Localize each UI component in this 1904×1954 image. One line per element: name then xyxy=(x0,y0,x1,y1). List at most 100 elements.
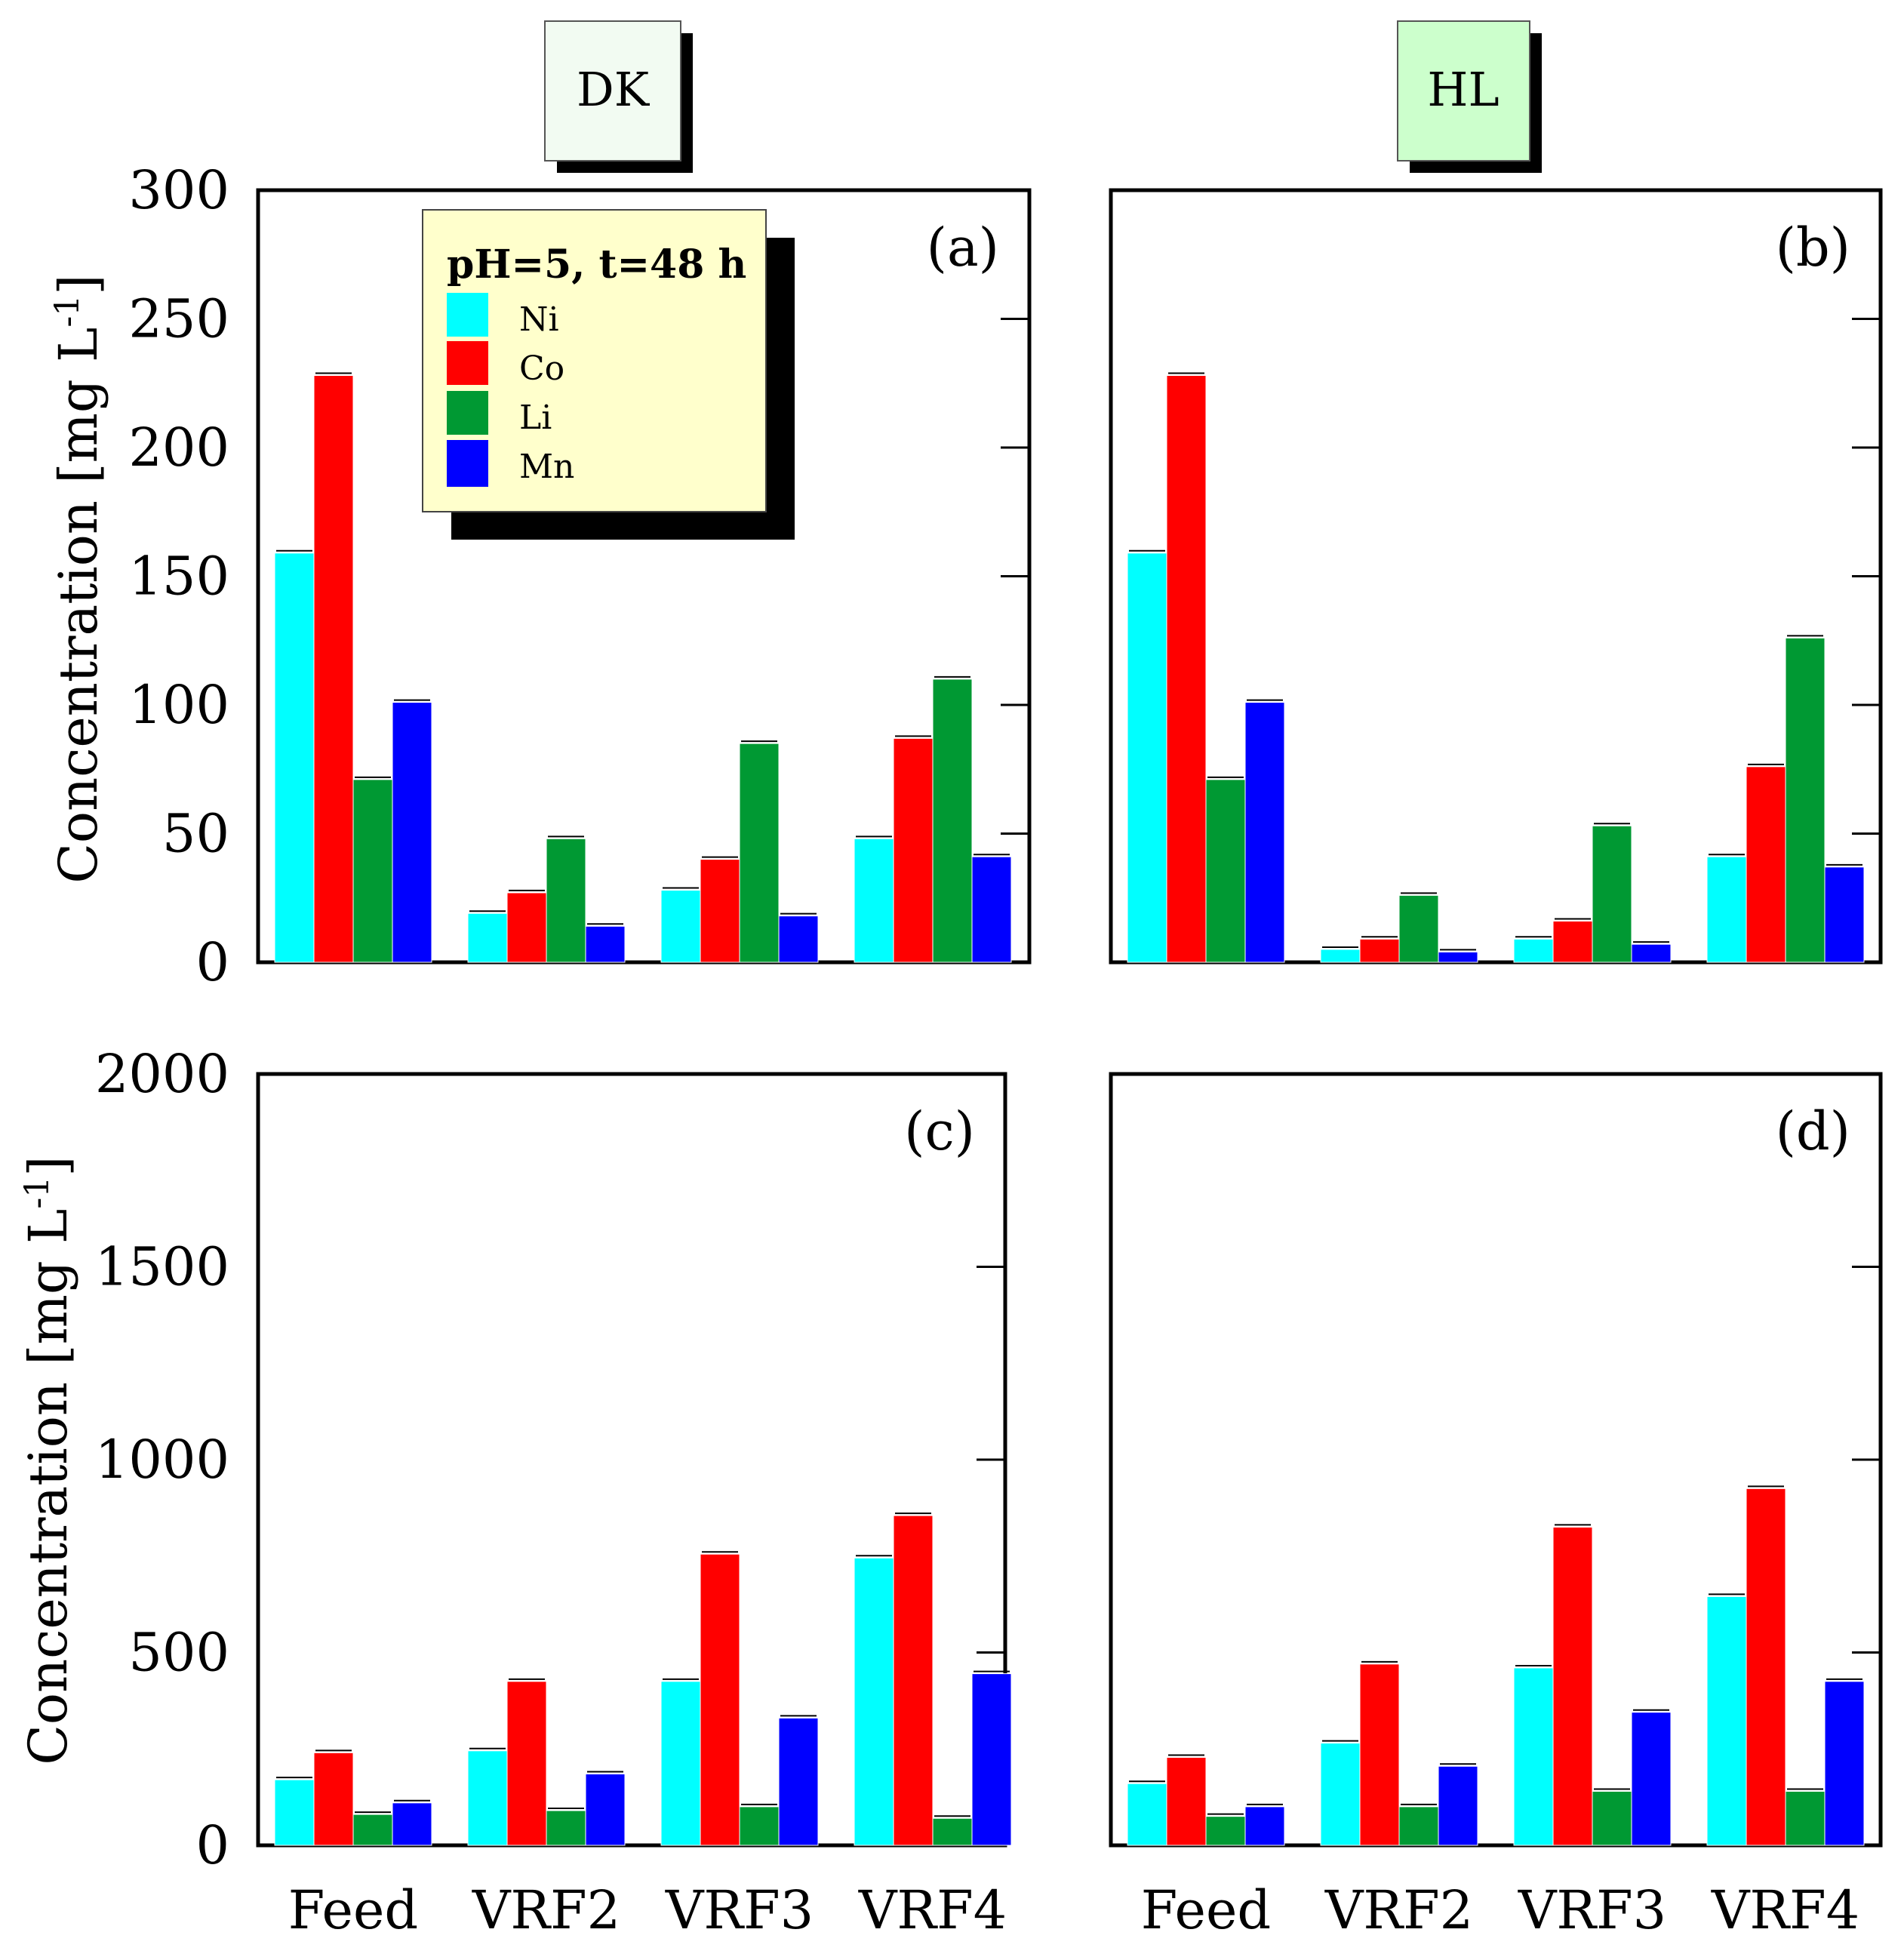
legend-swatch-li xyxy=(447,391,488,435)
y-tick-label: 300 xyxy=(128,159,229,221)
panel-a: 0 50 100 150 200 250 300 (a) xyxy=(128,159,1032,993)
bar-mn-vrf4 xyxy=(1824,866,1865,963)
bar-mn-vrf2 xyxy=(1438,951,1478,963)
bar-li-vrf3 xyxy=(1592,825,1632,963)
x-tick-label: VRF2 xyxy=(1324,1879,1473,1941)
hl-title: HL xyxy=(1427,62,1499,117)
bar-co-feed xyxy=(313,1752,354,1846)
panel-d: Feed VRF2 VRF3 VRF4 (d) xyxy=(1109,1072,1883,1941)
bar-ni-vrf4 xyxy=(1706,1596,1747,1846)
bar-co-feed xyxy=(1166,375,1207,963)
bar-co-feed xyxy=(1166,1756,1207,1846)
y-tick-label: 50 xyxy=(162,803,229,865)
y-tick-label: 200 xyxy=(128,417,229,478)
y-tick-label: 0 xyxy=(195,931,229,993)
bar-ni-vrf2 xyxy=(1320,949,1361,963)
bar-co-vrf4 xyxy=(1746,1488,1786,1846)
bar-mn-feed xyxy=(392,1802,432,1846)
bar-li-vrf2 xyxy=(1398,1806,1439,1846)
bar-li-vrf2 xyxy=(1398,894,1439,963)
bar-co-vrf4 xyxy=(893,1515,934,1846)
y-tick-label: 150 xyxy=(128,546,229,608)
bar-li-vrf3 xyxy=(1592,1790,1632,1846)
y-tick-label: 500 xyxy=(128,1622,229,1684)
x-tick-label: VRF3 xyxy=(665,1879,814,1941)
bar-mn-vrf2 xyxy=(585,925,626,963)
bar-co-vrf4 xyxy=(1746,766,1786,963)
bar-li-feed xyxy=(352,779,393,963)
legend-label-ni: Ni xyxy=(519,300,559,339)
bar-mn-vrf2 xyxy=(585,1773,626,1846)
bar-ni-feed xyxy=(1127,1783,1167,1846)
y-tick-label: 2000 xyxy=(95,1043,229,1105)
x-tick-label: VRF3 xyxy=(1518,1879,1666,1941)
dk-title: DK xyxy=(577,62,651,117)
bar-ni-vrf2 xyxy=(1320,1743,1361,1846)
panel-label: (d) xyxy=(1776,1100,1850,1162)
bar-li-feed xyxy=(1205,779,1246,963)
legend-label-co: Co xyxy=(519,349,564,388)
bar-li-vrf2 xyxy=(546,1810,586,1846)
bar-mn-vrf3 xyxy=(1631,1712,1672,1846)
bar-ni-feed xyxy=(274,552,315,963)
bar-li-vrf4 xyxy=(1785,637,1826,963)
bar-li-feed xyxy=(352,1814,393,1846)
bar-co-vrf2 xyxy=(1359,938,1400,963)
bar-ni-vrf2 xyxy=(467,1750,508,1846)
bar-co-vrf3 xyxy=(700,1553,740,1846)
y-tick-label: 250 xyxy=(128,288,229,350)
bar-li-vrf4 xyxy=(1785,1790,1826,1846)
bar-co-vrf3 xyxy=(1552,1526,1593,1846)
bar-mn-feed xyxy=(392,702,432,963)
bar-mn-vrf3 xyxy=(778,915,819,963)
x-tick-label: VRF2 xyxy=(472,1879,620,1941)
bar-mn-vrf4 xyxy=(971,856,1012,963)
legend-title: pH=5, t=48 h xyxy=(447,242,746,288)
x-tick-label: Feed xyxy=(288,1879,418,1941)
bar-co-vrf3 xyxy=(1552,920,1593,963)
bar-ni-vrf2 xyxy=(467,912,508,963)
bar-co-vrf2 xyxy=(1359,1663,1400,1846)
ylabel-top: Concentration [mg L-1] xyxy=(48,274,109,883)
legend: pH=5, t=48 h Ni Co Li Mn xyxy=(422,209,795,540)
y-tick-label: 100 xyxy=(128,674,229,736)
panel-c: 0 500 1000 1500 2000 Feed VRF2 VRF3 VRF4 (c) xyxy=(95,1043,1012,1941)
bar-li-vrf3 xyxy=(739,743,780,963)
panel-label: (a) xyxy=(927,217,999,278)
bar-co-vrf2 xyxy=(506,1681,547,1846)
bar-co-vrf4 xyxy=(893,737,934,963)
y-tick-label: 1500 xyxy=(95,1236,229,1298)
bar-ni-vrf4 xyxy=(1706,856,1747,963)
x-tick-label: VRF4 xyxy=(1711,1879,1859,1941)
bar-mn-vrf4 xyxy=(1824,1681,1865,1846)
bar-co-vrf2 xyxy=(506,892,547,963)
bar-mn-vrf3 xyxy=(1631,943,1672,963)
x-tick-label: Feed xyxy=(1141,1879,1271,1941)
bar-mn-vrf3 xyxy=(778,1717,819,1846)
legend-label-li: Li xyxy=(519,398,552,437)
bar-mn-feed xyxy=(1244,702,1285,963)
bar-ni-vrf3 xyxy=(1513,1667,1554,1846)
y-tick-label: 1000 xyxy=(95,1429,229,1491)
bar-co-feed xyxy=(313,375,354,963)
bar-li-vrf3 xyxy=(739,1806,780,1846)
bar-mn-feed xyxy=(1244,1806,1285,1846)
legend-label-mn: Mn xyxy=(519,448,574,486)
dk-title-box: DK xyxy=(544,20,693,173)
bar-li-feed xyxy=(1205,1816,1246,1846)
bar-li-vrf4 xyxy=(932,1817,973,1846)
panel-label: (b) xyxy=(1776,217,1850,278)
hl-title-box: HL xyxy=(1397,20,1542,173)
bar-ni-feed xyxy=(274,1779,315,1846)
bar-li-vrf2 xyxy=(546,838,586,963)
y-tick-label: 0 xyxy=(195,1814,229,1876)
bar-ni-vrf3 xyxy=(1513,938,1554,963)
bar-li-vrf4 xyxy=(932,679,973,963)
legend-swatch-ni xyxy=(447,293,488,337)
bar-mn-vrf4 xyxy=(971,1673,1012,1846)
bar-mn-vrf2 xyxy=(1438,1765,1478,1846)
panel-label: (c) xyxy=(904,1100,975,1162)
panel-b: (b) xyxy=(1109,188,1883,965)
ylabel-bottom: Concentration [mg L-1] xyxy=(17,1155,79,1765)
